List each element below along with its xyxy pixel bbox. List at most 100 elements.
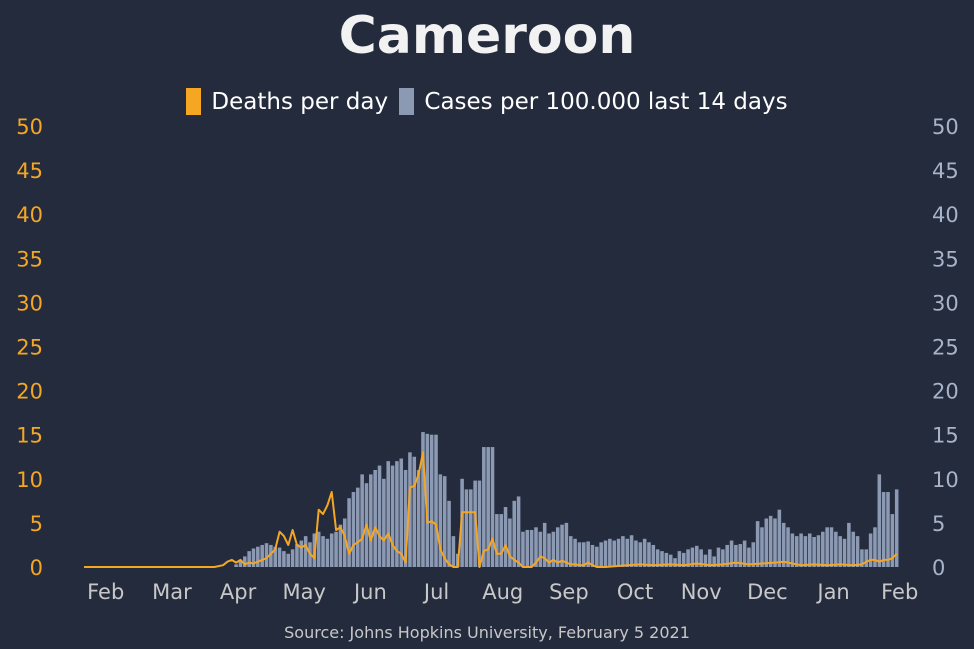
case-bar bbox=[534, 527, 538, 567]
case-bar bbox=[421, 432, 425, 567]
case-bar bbox=[290, 549, 295, 567]
case-bar bbox=[842, 538, 847, 567]
legend-item-cases: Cases per 100.000 last 14 days bbox=[399, 88, 788, 115]
case-bar bbox=[325, 538, 330, 567]
case-bar bbox=[395, 461, 399, 567]
y-right-tick-label: 45 bbox=[932, 159, 959, 183]
case-bar bbox=[777, 509, 782, 567]
case-bar bbox=[295, 544, 299, 567]
y-right-tick-label: 35 bbox=[932, 247, 959, 271]
x-tick-label: Jan bbox=[815, 580, 849, 604]
case-bar bbox=[660, 551, 664, 567]
y-left-tick-label: 25 bbox=[16, 336, 43, 360]
case-bar bbox=[890, 514, 895, 567]
case-bar bbox=[799, 533, 803, 567]
case-bar bbox=[738, 544, 743, 567]
legend-swatch-cases bbox=[399, 88, 415, 115]
case-bar bbox=[634, 540, 638, 567]
case-bar bbox=[542, 522, 547, 567]
case-bar bbox=[608, 538, 612, 567]
case-bar bbox=[568, 536, 573, 567]
case-bar bbox=[638, 542, 643, 567]
case-bar bbox=[442, 476, 447, 567]
case-bar bbox=[490, 447, 495, 567]
x-tick-label: Aug bbox=[482, 580, 523, 604]
case-bar bbox=[651, 544, 656, 567]
y-right-tick-label: 40 bbox=[932, 203, 959, 227]
case-bar bbox=[360, 474, 364, 567]
case-bar bbox=[356, 487, 360, 567]
case-bar bbox=[273, 546, 278, 567]
case-bar bbox=[721, 549, 725, 567]
case-bar bbox=[729, 540, 734, 567]
case-bar bbox=[851, 531, 856, 567]
case-bar bbox=[390, 465, 395, 567]
case-bar bbox=[477, 480, 482, 567]
case-bar bbox=[408, 452, 412, 567]
y-left-tick-label: 0 bbox=[30, 556, 43, 580]
case-bar bbox=[316, 531, 321, 567]
case-bar bbox=[256, 546, 260, 567]
case-bar bbox=[369, 474, 373, 567]
case-bar bbox=[755, 521, 760, 567]
case-bar bbox=[464, 489, 469, 567]
case-bar bbox=[734, 544, 738, 567]
case-bar bbox=[547, 533, 551, 567]
case-bar bbox=[621, 536, 625, 567]
case-bar bbox=[821, 531, 825, 567]
y-right-tick-label: 30 bbox=[932, 291, 959, 315]
case-bar bbox=[834, 531, 838, 567]
case-bar bbox=[512, 500, 517, 567]
y-left-tick-label: 30 bbox=[16, 291, 43, 315]
case-bar bbox=[243, 556, 247, 567]
case-bar bbox=[451, 536, 456, 567]
case-bar bbox=[277, 547, 282, 567]
case-bar bbox=[708, 549, 712, 567]
y-right-tick-label: 15 bbox=[932, 424, 959, 448]
case-bar bbox=[425, 433, 430, 567]
case-bar bbox=[686, 549, 690, 567]
case-bar bbox=[555, 527, 560, 567]
case-bar bbox=[690, 547, 695, 567]
case-bar bbox=[794, 536, 799, 567]
legend-item-deaths: Deaths per day bbox=[186, 88, 388, 115]
y-left-tick-label: 15 bbox=[16, 424, 43, 448]
y-left-tick-label: 40 bbox=[16, 203, 43, 227]
case-bar bbox=[338, 524, 343, 567]
case-bar bbox=[377, 465, 382, 567]
case-bar bbox=[886, 492, 890, 567]
case-bar bbox=[342, 518, 347, 567]
case-bar bbox=[347, 498, 351, 567]
x-tick-label: Feb bbox=[881, 580, 918, 604]
x-tick-label: Oct bbox=[617, 580, 653, 604]
case-bar bbox=[486, 447, 490, 567]
case-bar bbox=[599, 542, 603, 567]
case-bar bbox=[529, 529, 534, 567]
case-bar bbox=[303, 536, 308, 567]
case-bar bbox=[351, 492, 356, 567]
case-bar bbox=[790, 533, 795, 567]
case-bar bbox=[747, 547, 751, 567]
legend-label-deaths: Deaths per day bbox=[211, 89, 389, 115]
case-bar bbox=[664, 552, 669, 567]
y-left-tick-label: 5 bbox=[30, 512, 43, 536]
case-bar bbox=[595, 546, 599, 567]
case-bar bbox=[873, 527, 877, 567]
case-bar bbox=[812, 537, 816, 567]
case-bar bbox=[681, 552, 686, 567]
case-bar bbox=[286, 553, 291, 567]
case-bar bbox=[525, 529, 530, 567]
y-right-tick-label: 10 bbox=[932, 468, 959, 492]
x-tick-label: Apr bbox=[220, 580, 257, 604]
x-tick-label: Mar bbox=[152, 580, 192, 604]
case-bar bbox=[894, 489, 899, 567]
x-tick-label: Dec bbox=[747, 580, 788, 604]
case-bar bbox=[864, 549, 869, 567]
legend: Deaths per day Cases per 100.000 last 14… bbox=[0, 88, 974, 115]
case-bar bbox=[764, 518, 769, 567]
case-bar bbox=[847, 522, 851, 567]
case-bar bbox=[586, 541, 590, 567]
case-bar bbox=[860, 549, 864, 567]
